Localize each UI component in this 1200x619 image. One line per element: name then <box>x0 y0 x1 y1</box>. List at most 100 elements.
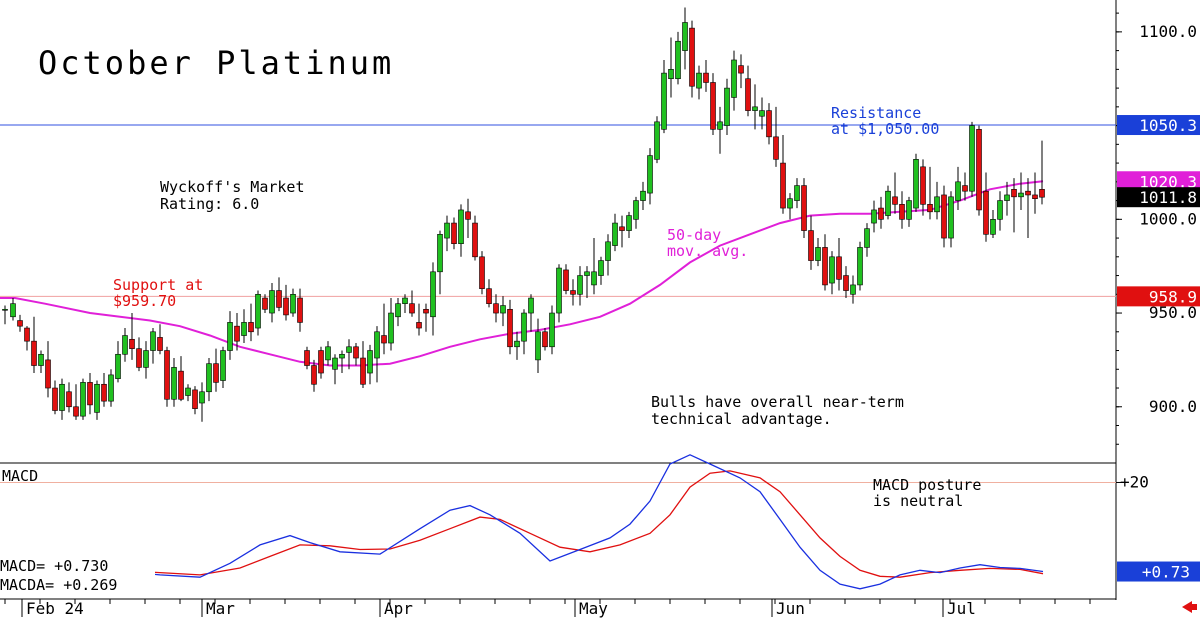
scroll-left-arrow-icon[interactable] <box>1182 601 1197 613</box>
candle-body-up <box>668 69 674 80</box>
price-tag-label: 958.9 <box>1149 287 1197 306</box>
candle-body-down <box>927 204 933 213</box>
macd-panel: +20 +0.73 <box>0 454 1200 590</box>
candle-body-up <box>647 155 653 194</box>
price-tick-label: 950.0 <box>1149 303 1197 322</box>
candle-body-up <box>612 222 618 246</box>
date-tick-label: Jun <box>776 599 805 618</box>
candle-body-down <box>619 226 625 231</box>
candle-body-up <box>948 196 954 239</box>
candle-body-up <box>255 293 261 329</box>
support-label-line1: Support at <box>113 276 203 294</box>
candle-body-down <box>136 348 142 368</box>
candle-body-down <box>1032 194 1038 199</box>
candle-body-down <box>703 72 709 83</box>
candle-body-up <box>850 284 856 295</box>
candle-body-up <box>654 121 660 160</box>
candle-body-up <box>696 72 702 89</box>
candle-body-down <box>409 303 415 314</box>
candle-body-up <box>38 353 44 366</box>
candle-body-up <box>80 382 86 417</box>
candle-body-down <box>892 196 898 205</box>
candle-body-up <box>584 271 590 276</box>
candle-body-down <box>381 335 387 344</box>
macda-value-text: MACDA= +0.269 <box>0 576 117 594</box>
candlestick-layer <box>2 7 1045 422</box>
candle-body-up <box>444 222 450 239</box>
candle-body-up <box>458 209 464 244</box>
candle-body-up <box>199 391 205 404</box>
market-rating-line2: Rating: 6.0 <box>160 195 259 213</box>
candle-body-up <box>934 196 940 213</box>
date-axis: Feb 24 Mar Apr May Jun Jul <box>4 599 1091 618</box>
candle-body-down <box>101 383 107 402</box>
ma-label-line1: 50-day <box>667 226 721 244</box>
candle-body-down <box>486 288 492 304</box>
candle-body-up <box>759 110 765 117</box>
price-tag-box <box>1117 171 1200 192</box>
candle-body-down <box>311 365 317 385</box>
price-tag-label: 1020.3 <box>1139 172 1197 191</box>
candle-body-up <box>108 374 114 402</box>
candle-body-up <box>500 305 506 314</box>
candle-body-up <box>871 209 877 224</box>
macd-value-tag-box <box>1117 561 1200 582</box>
ma-label-line2: mov. avg. <box>667 242 748 260</box>
candle-body-down <box>52 387 58 411</box>
candle-body-up <box>1018 192 1024 198</box>
price-tick-label: 900.0 <box>1149 397 1197 416</box>
candle-body-up <box>997 200 1003 220</box>
candle-body-up <box>332 357 338 370</box>
comment-line2: technical advantage. <box>651 410 832 428</box>
candle-body-up <box>430 271 436 318</box>
candle-body-up <box>955 181 961 201</box>
candle-body-down <box>962 185 968 192</box>
candle-body-up <box>10 303 16 318</box>
candle-body-down <box>766 110 772 138</box>
candle-body-down <box>304 350 310 366</box>
candle-body-down <box>318 350 324 374</box>
candle-body-up <box>829 256 835 284</box>
candle-body-down <box>542 331 548 348</box>
candle-body-down <box>689 27 695 87</box>
candle-body-up <box>787 198 793 209</box>
date-tick-label: Mar <box>206 599 235 618</box>
candle-body-down <box>899 204 905 220</box>
macd-series-macd <box>0 454 1044 590</box>
candle-body-down <box>472 222 478 258</box>
price-tag-label: 1011.8 <box>1139 188 1197 207</box>
candle-body-down <box>451 222 457 244</box>
candle-body-down <box>801 185 807 231</box>
candle-body-up <box>220 350 226 381</box>
date-tick-label: Jul <box>947 599 976 618</box>
candle-body-down <box>1025 190 1031 196</box>
candle-body-down <box>878 207 884 220</box>
macd-posture-line2: is neutral <box>873 492 963 510</box>
candle-body-up <box>227 322 233 351</box>
candle-body-up <box>528 297 534 314</box>
date-tick-label: May <box>579 599 608 618</box>
price-tag-label: 1050.3 <box>1139 116 1197 135</box>
chart-title: October Platinum <box>38 44 394 82</box>
candle-body-down <box>1039 189 1045 198</box>
candle-body-up <box>150 331 156 351</box>
candle-body-up <box>437 234 443 273</box>
macd-value-text: MACD= +0.730 <box>0 557 108 575</box>
candle-body-up <box>59 383 65 411</box>
resistance-label-line2: at $1,050.00 <box>831 120 939 138</box>
candle-body-down <box>213 363 219 383</box>
candle-body-up <box>906 200 912 220</box>
candle-body-up <box>346 346 352 353</box>
candle-body-down <box>262 297 268 310</box>
candle-body-down <box>234 325 240 342</box>
macd-posture-line1: MACD posture <box>873 476 981 494</box>
candle-body-down <box>780 162 786 209</box>
candle-body-up <box>339 353 345 359</box>
candle-body-down <box>353 346 359 359</box>
candle-body-up <box>682 22 688 51</box>
price-tick-label: 1100.0 <box>1139 22 1197 41</box>
macd-series-macda <box>0 470 1044 578</box>
candle-body-down <box>276 290 282 308</box>
price-tag-box <box>1117 286 1200 307</box>
candle-body-down <box>66 391 72 408</box>
